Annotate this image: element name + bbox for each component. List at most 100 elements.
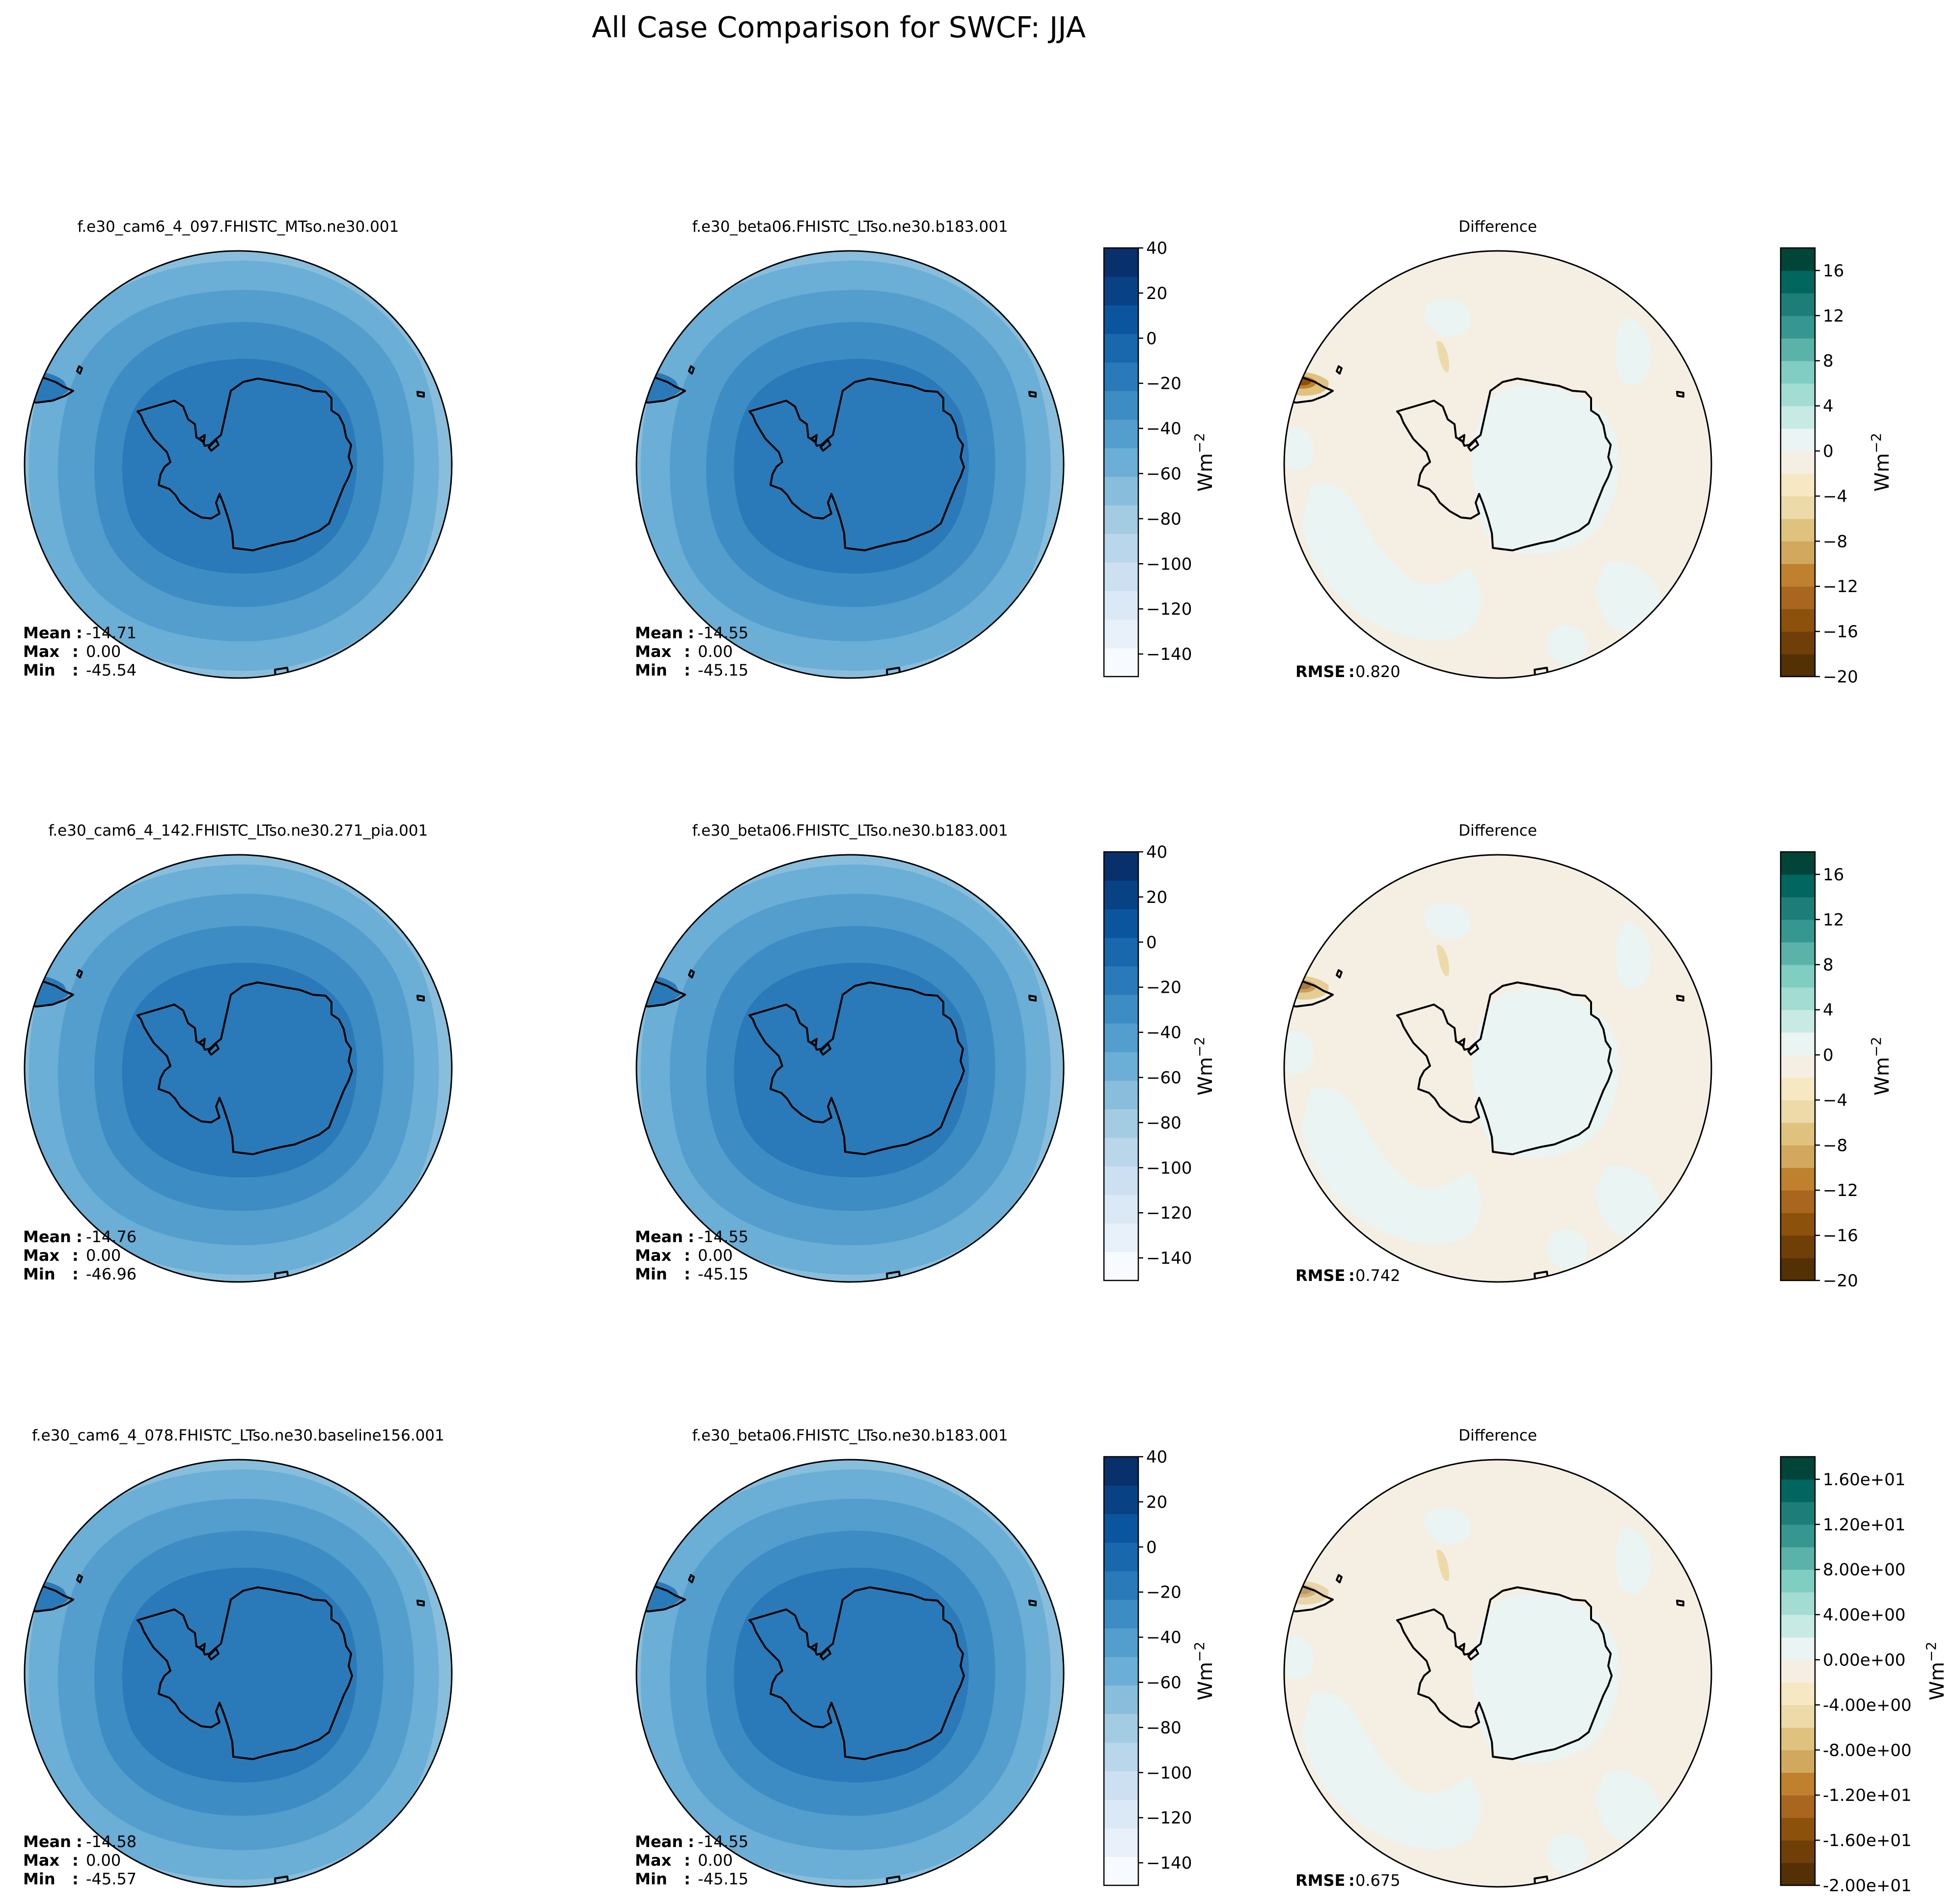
stat-value: 0.00	[698, 642, 733, 661]
stat-colon: :	[72, 1870, 79, 1888]
stat-label: Max	[23, 1246, 59, 1265]
colorbar-tick-label: −40	[1146, 419, 1182, 439]
map-boundary	[1283, 250, 1712, 679]
colorbar-tick-label: −12	[1823, 577, 1858, 597]
colorbar-tick-label: −140	[1146, 1249, 1192, 1268]
colorbar-tick-label: 0	[1823, 1046, 1834, 1065]
colorbar-tick-label: −12	[1823, 1181, 1858, 1200]
colorbar-tick-label: −120	[1146, 1808, 1192, 1828]
colorbar-segment	[1781, 897, 1815, 920]
map-boundary	[1283, 854, 1712, 1283]
colorbar-tick-label: −60	[1146, 464, 1182, 484]
figure-title: All Case Comparison for SWCF: JJA	[592, 10, 1086, 44]
stat-colon: :	[72, 642, 79, 661]
colorbar-segment	[1781, 451, 1815, 474]
colorbar-segment	[1104, 591, 1138, 620]
map-panel-6: Difference RMSE:0.742 16 12 8 4 0 −4 −8 −12 −16 −20…	[1283, 822, 1894, 1291]
polar-map	[24, 1459, 453, 1888]
colorbar-segment	[1104, 333, 1138, 363]
stat-value: 0.742	[1355, 1266, 1401, 1285]
colorbar-tick-label: −60	[1146, 1673, 1182, 1692]
colorbar-segment	[1781, 1009, 1815, 1033]
colorbar-tick-label: −20	[1823, 1271, 1858, 1291]
panel-title: f.e30_cam6_4_097.FHISTC_MTso.ne30.001	[78, 218, 399, 236]
colorbar-segment	[1781, 1614, 1815, 1638]
stat-value: 0.00	[86, 642, 121, 661]
stat-colon: :	[1348, 1871, 1355, 1890]
colorbar-tick-label: −16	[1823, 1226, 1858, 1246]
colorbar-segment	[1781, 315, 1815, 339]
stat-label: Max	[635, 1851, 671, 1870]
unit-exponent: −2	[1191, 433, 1208, 453]
colorbar-tick-label: 12	[1823, 910, 1844, 930]
colorbar-tick-label: 0.00e+00	[1823, 1651, 1905, 1670]
colorbar-tick-label: 40	[1146, 843, 1167, 862]
colorbar-segment	[1781, 1772, 1815, 1795]
colorbar-segment	[1781, 1637, 1815, 1660]
colorbar-segment	[1781, 852, 1815, 875]
colorbar-segment	[1104, 448, 1138, 477]
colorbar-tick-label: −60	[1146, 1068, 1182, 1088]
colorbar-segment	[1781, 942, 1815, 965]
colorbar-segment	[1104, 1251, 1138, 1281]
polar-map	[1283, 1459, 1712, 1888]
panel-title: f.e30_beta06.FHISTC_LTso.ne30.b183.001	[692, 218, 1008, 236]
colorbar: 40 20 0 −20 −40 −60 −80 −100 −120 −140 Wm−2	[1103, 1447, 1217, 1886]
colorbar-tick-label: −16	[1823, 622, 1858, 642]
colorbar-segment	[1781, 1705, 1815, 1728]
unit-exponent: −2	[1868, 1037, 1884, 1057]
colorbar-segment	[1781, 496, 1815, 519]
colorbar-segment	[1104, 248, 1138, 277]
colorbar-tick-label: 20	[1146, 284, 1167, 303]
colorbar-segment	[1104, 1799, 1138, 1829]
colorbar-segment	[1104, 391, 1138, 420]
panel-title: f.e30_beta06.FHISTC_LTso.ne30.b183.001	[692, 822, 1008, 840]
colorbar-tick-label: −20	[1823, 667, 1858, 687]
colorbar-tick-label: −20	[1146, 1583, 1182, 1603]
colorbar-segment	[1781, 406, 1815, 429]
colorbar-segment	[1104, 476, 1138, 506]
stat-colon: :	[72, 1246, 79, 1265]
colorbar-tick-label: −40	[1146, 1023, 1182, 1043]
colorbar-frame	[1780, 851, 1816, 1281]
stat-label: Min	[23, 1265, 55, 1283]
stat-value: -14.58	[86, 1832, 137, 1851]
stat-value: -14.76	[86, 1227, 137, 1246]
colorbar-segment	[1781, 1727, 1815, 1750]
colorbar-segment	[1781, 1055, 1815, 1078]
colorbar-tick-label: −80	[1146, 1718, 1182, 1738]
stat-value: 0.675	[1355, 1871, 1401, 1890]
colorbar-segment	[1104, 1628, 1138, 1657]
colorbar-tick-label: 20	[1146, 888, 1167, 907]
stat-label: Mean	[23, 1832, 71, 1851]
colorbar-segment	[1104, 909, 1138, 938]
stat-colon: :	[688, 624, 694, 642]
colorbar-tick-label: 20	[1146, 1493, 1167, 1512]
colorbar-segment	[1781, 1501, 1815, 1525]
map-boundary	[24, 854, 453, 1283]
colorbar-tick-label: 8	[1823, 352, 1834, 371]
colorbar-segment	[1781, 383, 1815, 407]
map-boundary	[635, 250, 1065, 679]
colorbar-tick-label: 40	[1146, 239, 1167, 258]
colorbar-segment	[1104, 1771, 1138, 1800]
unit-base: Wm	[1194, 1057, 1217, 1096]
map-boundary	[635, 1459, 1065, 1888]
stat-colon: :	[72, 661, 79, 680]
stat-value: -14.55	[698, 1832, 748, 1851]
unit-exponent: −2	[1868, 433, 1884, 453]
map-boundary	[1283, 1459, 1712, 1888]
stat-label: Mean	[635, 1832, 683, 1851]
colorbar-frame	[1103, 1456, 1139, 1886]
map-panel-2: f.e30_beta06.FHISTC_LTso.ne30.b183.001 Me…	[635, 218, 1217, 680]
stat-label: Min	[635, 1870, 667, 1888]
colorbar-segment	[1781, 1569, 1815, 1593]
stat-colon: :	[684, 642, 690, 661]
colorbar-segment	[1781, 1795, 1815, 1818]
colorbar-segment	[1781, 1122, 1815, 1145]
stat-label: Mean	[23, 1227, 71, 1246]
colorbar-tick-label: 0	[1823, 442, 1834, 462]
colorbar-tick-label: -4.00e+00	[1823, 1695, 1912, 1715]
unit-base: Wm	[1194, 1662, 1217, 1701]
colorbar-segment	[1104, 1542, 1138, 1572]
